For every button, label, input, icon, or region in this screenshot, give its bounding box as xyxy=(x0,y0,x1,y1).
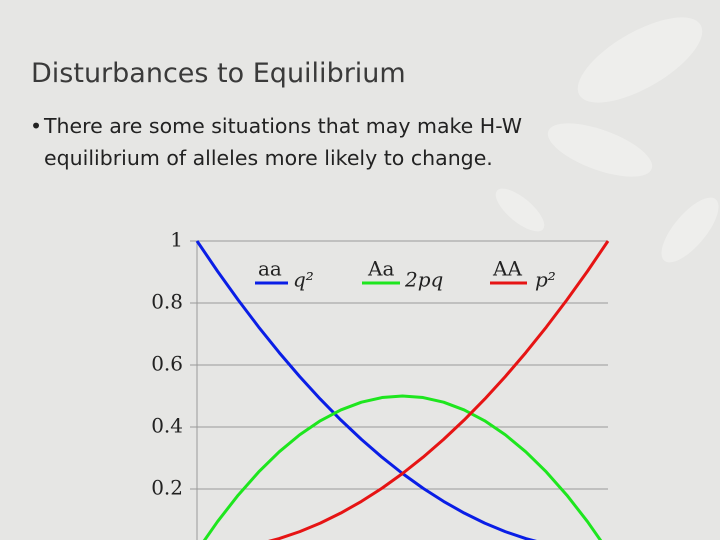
y-tick-label: 0.4 xyxy=(151,414,183,438)
background-decoration xyxy=(495,17,719,263)
series-line xyxy=(268,240,610,540)
y-tick-label: 0.6 xyxy=(151,352,183,376)
legend-label: aa xyxy=(258,257,282,281)
bullet-text: There are some situations that may make … xyxy=(44,114,523,170)
bullet: •There are some situations that may make… xyxy=(30,110,610,174)
legend-formula: q² xyxy=(293,268,314,292)
y-tick-label: 0.8 xyxy=(151,290,183,314)
y-tick-label: 0 xyxy=(170,538,183,540)
legend-formula: 2pq xyxy=(404,268,443,292)
bullet-dot: • xyxy=(30,114,43,138)
legend-label: Aa xyxy=(367,257,394,281)
series-line xyxy=(202,394,603,540)
legend-formula: p² xyxy=(535,268,556,292)
legend-label: AA xyxy=(492,257,522,281)
bullet-list: •There are some situations that may make… xyxy=(30,110,610,174)
slide-title: Disturbances to Equilibrium xyxy=(31,58,406,89)
y-tick-label: 1 xyxy=(170,228,183,252)
y-tick-label: 0.2 xyxy=(151,476,183,500)
